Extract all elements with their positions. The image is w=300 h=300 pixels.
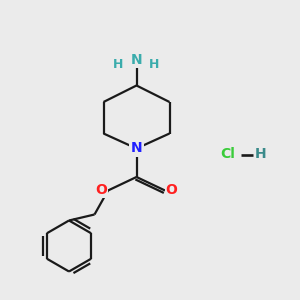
Text: N: N [131,53,142,67]
Text: O: O [95,184,107,197]
Text: H: H [113,58,124,71]
Text: Cl: Cl [220,148,236,161]
Text: O: O [166,184,178,197]
Text: N: N [131,142,142,155]
Text: H: H [149,58,160,71]
Text: H: H [255,148,266,161]
